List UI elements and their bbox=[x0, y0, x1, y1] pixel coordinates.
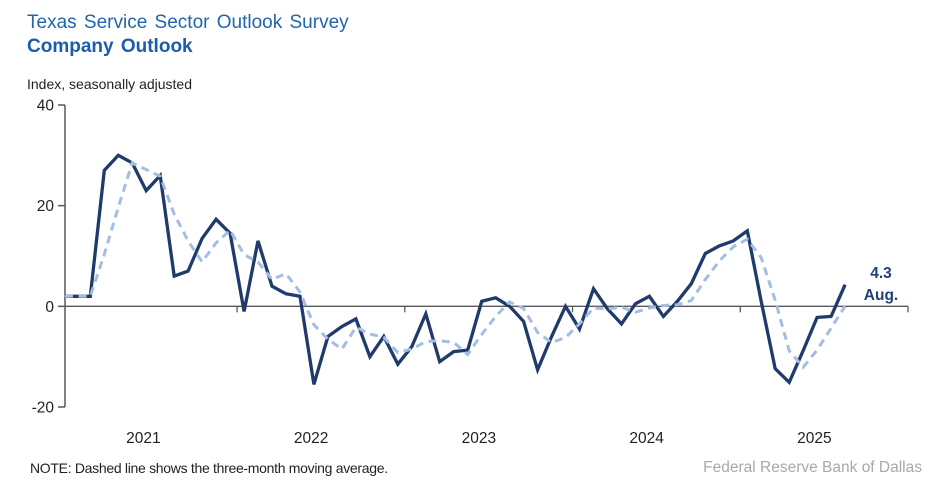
y-axis-tick-label: 0 bbox=[45, 299, 54, 316]
latest-value-label: 4.3 bbox=[870, 265, 892, 282]
x-axis-year-label: 2022 bbox=[294, 430, 328, 447]
source-attribution: Federal Reserve Bank of Dallas bbox=[703, 459, 922, 476]
x-axis-year-label: 2025 bbox=[797, 430, 831, 447]
series-moving-average-line bbox=[65, 160, 847, 370]
x-axis-year-label: 2023 bbox=[462, 430, 496, 447]
y-axis-tick-label: -20 bbox=[32, 400, 55, 417]
y-axis-tick-label: 20 bbox=[37, 198, 55, 215]
y-axis-units-label: Index, seasonally adjusted bbox=[27, 76, 192, 92]
latest-value-annotation: 4.3 Aug. bbox=[852, 263, 910, 307]
y-axis-tick-label: 40 bbox=[37, 98, 55, 115]
latest-month-label: Aug. bbox=[863, 287, 899, 304]
chart-title: Company Outlook bbox=[27, 36, 193, 57]
series-monthly-line bbox=[65, 153, 847, 386]
x-axis-year-label: 2024 bbox=[629, 430, 664, 447]
survey-title: Texas Service Sector Outlook Survey bbox=[27, 12, 349, 33]
x-axis-year-label: 2021 bbox=[126, 430, 160, 447]
chart-note: NOTE: Dashed line shows the three-month … bbox=[30, 460, 388, 476]
